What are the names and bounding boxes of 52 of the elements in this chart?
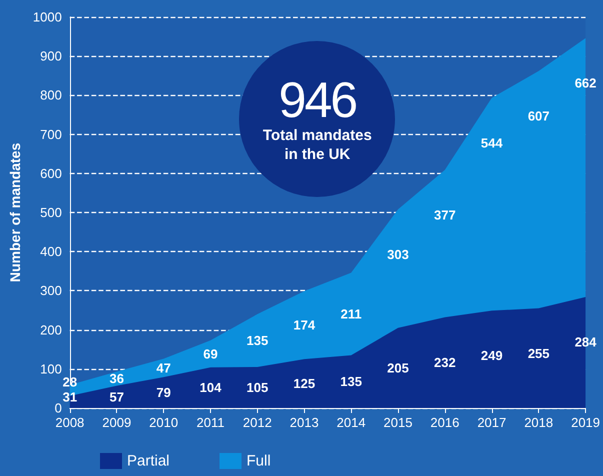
data-label: 377	[434, 207, 456, 222]
data-label: 31	[62, 390, 78, 404]
data-label: 28	[62, 374, 78, 390]
y-tick-label: 800	[40, 88, 62, 103]
x-tick-label: 2010	[149, 415, 178, 430]
y-tick-label: 600	[40, 166, 62, 181]
data-label: 232	[434, 354, 456, 370]
data-label: 104	[200, 380, 222, 396]
x-tick-label: 2008	[55, 415, 84, 430]
annotation: Total mandates in the UK	[262, 126, 373, 164]
data-label: 174	[293, 318, 316, 333]
data-label: 105	[246, 380, 268, 395]
x-tick-label: 2013	[290, 415, 319, 430]
legend-label: Partial	[127, 452, 170, 470]
y-tick-label: 900	[40, 48, 62, 64]
x-tick-label: 2019	[571, 415, 600, 430]
x-tick-label: 2009	[102, 415, 132, 430]
y-tick-label: 1000	[32, 10, 62, 24]
data-label: 36	[109, 371, 124, 386]
x-tick-label: 2014	[336, 415, 366, 430]
annotation: 946	[278, 72, 356, 128]
data-label: 47	[156, 360, 171, 376]
data-label: 135	[246, 333, 268, 348]
legend-label: Full	[246, 452, 271, 470]
x-tick-label: 2015	[384, 415, 412, 430]
y-tick-label: 400	[40, 244, 62, 260]
data-label: 303	[387, 246, 409, 262]
data-label: 211	[340, 306, 362, 322]
data-label: 125	[293, 376, 316, 392]
y-tick-label: 0	[54, 400, 62, 416]
data-label: 662	[574, 76, 596, 91]
x-tick-label: 2016	[430, 415, 460, 430]
y-tick-label: 700	[40, 126, 62, 142]
data-label: 255	[528, 346, 550, 361]
data-label: 57	[109, 389, 124, 404]
data-label: 607	[528, 108, 550, 124]
y-tick-label: 200	[40, 322, 62, 338]
x-tick-label: 2018	[524, 415, 554, 430]
data-label: 205	[387, 360, 409, 376]
y-tick-label: 300	[40, 283, 62, 298]
data-label: 544	[480, 135, 504, 150]
y-axis-title: Number of mandates	[7, 142, 23, 282]
data-label: 135	[340, 374, 362, 390]
data-label: 79	[156, 385, 171, 400]
x-tick-label: 2017	[477, 415, 506, 430]
data-label: 249	[480, 348, 503, 364]
data-label: 69	[203, 346, 218, 362]
x-tick-label: 2012	[242, 415, 272, 430]
data-label: 284	[574, 334, 598, 350]
y-tick-label: 500	[40, 205, 62, 220]
y-tick-label: 100	[40, 361, 62, 376]
x-tick-label: 2011	[196, 415, 224, 430]
